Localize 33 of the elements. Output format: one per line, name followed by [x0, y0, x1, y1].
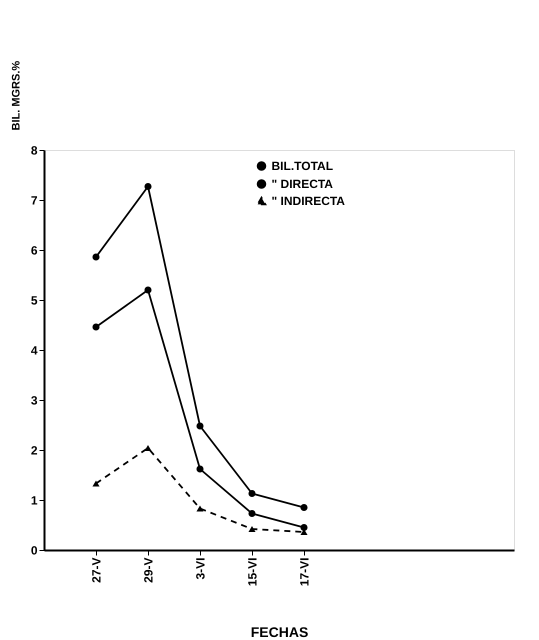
x-tick-label: 27-V: [90, 558, 104, 583]
x-tick-label: 3-VI: [194, 558, 208, 580]
y-tick-label: 0: [30, 544, 38, 558]
point: [144, 444, 152, 452]
y-tick-label: 8: [30, 144, 38, 158]
point: [92, 480, 100, 487]
point: [144, 182, 152, 190]
x-tick-label: 15-VI: [246, 558, 260, 586]
x-axis-title: FECHAS: [250, 624, 308, 640]
y-tick-label: 5: [30, 294, 38, 308]
point: [300, 524, 308, 532]
y-tick-label: 3: [30, 394, 38, 408]
point: [248, 510, 256, 518]
point: [300, 504, 308, 512]
legend-label: " INDIRECTA: [272, 194, 346, 208]
point: [196, 422, 204, 430]
y-tick-label: 1: [30, 494, 38, 508]
x-tick-label: 29-V: [142, 558, 156, 583]
point: [196, 505, 204, 512]
legend-label: BIL.TOTAL: [272, 159, 334, 173]
x-tick-label: 17-VI: [298, 558, 312, 586]
y-tick-label: 2: [30, 444, 38, 458]
y-axis-title: BIL. MGRS.%: [10, 60, 22, 130]
legend-label: " DIRECTA: [272, 177, 334, 191]
point: [92, 253, 100, 261]
point: [248, 526, 256, 532]
point: [248, 490, 256, 498]
point: [196, 465, 204, 473]
y-tick-label: 6: [30, 244, 38, 258]
y-tick-label: 7: [30, 194, 38, 208]
y-tick-label: 4: [30, 344, 38, 358]
point: [144, 286, 152, 294]
point: [92, 323, 100, 331]
